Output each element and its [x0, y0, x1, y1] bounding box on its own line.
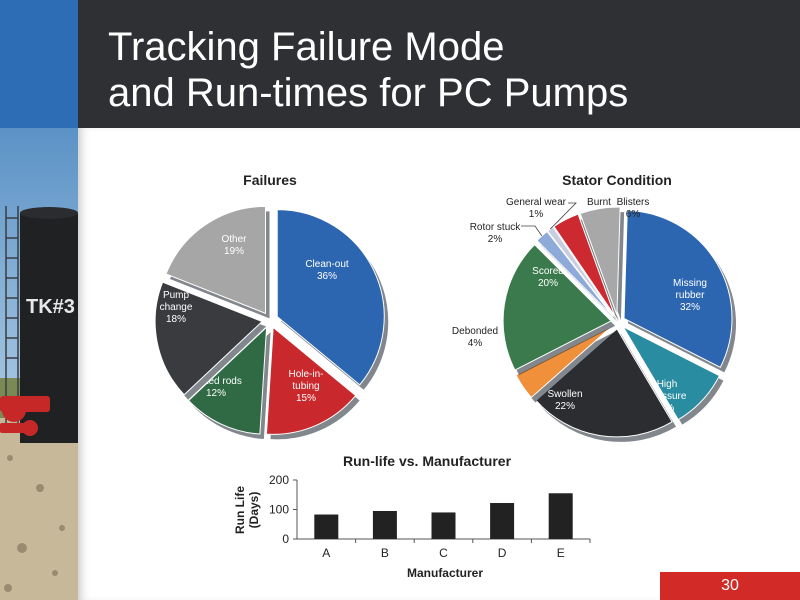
runlife-xtick-label: C	[439, 546, 448, 560]
stator-leader-general-wear	[549, 202, 577, 230]
stator-label-rotor-stuck: Rotor stuck 2%	[470, 222, 522, 245]
runlife-bar-d	[490, 503, 515, 539]
stator-wedge-missing-rubber	[623, 209, 733, 368]
failures-wedge-pump-change	[154, 281, 264, 396]
failures-wedge-hole-in-tubing	[265, 326, 357, 435]
runlife-xtick-label: D	[498, 546, 507, 560]
stator-slice-debonded	[515, 325, 617, 403]
runlife-bar-a	[314, 514, 339, 539]
stator-label-debonded: Debonded 4%	[452, 326, 498, 349]
runlife-ylabel-1: Run Life	[233, 486, 247, 534]
page-number: 30	[660, 572, 800, 600]
tank-label: TK#3	[26, 296, 75, 318]
runlife-bar-b	[372, 510, 397, 539]
slide-title: Tracking Failure Mode and Run-times for …	[108, 24, 628, 116]
stator-label-swollen: Swollen 22%	[547, 389, 582, 412]
oilfield-photo: TK#3	[0, 128, 78, 600]
runlife-xtick-label: A	[322, 546, 330, 560]
failures-label-hole-in-tubing: Hole-in-tubing 15%	[288, 369, 323, 404]
runlife-chart: Run-life vs. Manufacturer Manufacturer R…	[233, 453, 591, 580]
stator-label-general-wear: General wear 1%	[506, 197, 567, 220]
failures-wedge-clean-out	[276, 209, 385, 386]
failures-slice-pump-change	[154, 281, 267, 400]
stator-wedge-debonded	[515, 325, 613, 399]
runlife-xtick-label: B	[381, 546, 389, 560]
failures-label-parted-rods: Parted rods 12%	[190, 376, 242, 399]
stator-leader-rotor-stuck	[521, 225, 543, 237]
failures-slice-parted-rods	[187, 326, 271, 440]
stator-pie: Missing rubber 32% High pressure 9% Swollen 22%…	[452, 197, 737, 442]
failures-slice-hole-in-tubing	[265, 326, 360, 440]
header-accent-bar	[0, 0, 78, 128]
stator-slice-swollen	[535, 328, 677, 442]
runlife-bars: 0 100 200 A B C D E	[269, 473, 591, 560]
stator-slice-blisters	[579, 206, 625, 321]
runlife-xtick-label: E	[557, 546, 565, 560]
failures-label-other: Other 19%	[221, 234, 247, 257]
failures-slice-clean-out	[276, 209, 389, 390]
stator-chart: Stator Condition Missing rubber 32% High pre…	[452, 172, 737, 442]
failures-pie: Clean-out 36% Hole-in-tubing 15% Parted rods…	[154, 205, 389, 440]
stator-wedge-scored	[502, 243, 612, 371]
runlife-bar-e	[548, 493, 573, 539]
failures-wedge-other	[165, 205, 267, 315]
runlife-ytick-label: 200	[269, 473, 289, 487]
runlife-bar-c	[431, 512, 456, 539]
runlife-title: Run-life vs. Manufacturer	[343, 453, 512, 469]
failures-label-clean-out: Clean-out 36%	[305, 259, 349, 282]
runlife-ytick-label: 100	[269, 503, 289, 517]
runlife-ylabel-2: (Days)	[247, 492, 261, 529]
failures-title: Failures	[243, 172, 297, 188]
title-line-2: and Run-times for PC Pumps	[108, 71, 629, 115]
stator-label-blisters: Blisters 6%	[617, 197, 650, 220]
slide-header	[0, 0, 800, 128]
stator-slice-burnt	[553, 213, 619, 321]
failures-slice-other	[165, 205, 270, 319]
stator-wedge-high-pressure	[621, 325, 721, 421]
failures-label-pump-change: Pump change 18%	[160, 290, 193, 325]
stator-label-missing-rubber: Missing rubber 32%	[673, 278, 707, 313]
stator-wedge-swollen	[535, 328, 673, 438]
failures-chart: Failures Clean-out 36% Hole-in-tubing 15% Pa…	[154, 172, 389, 440]
stator-slice-scored	[502, 243, 616, 376]
stator-slice-missing-rubber	[623, 209, 737, 373]
stator-label-high-pressure: High pressure 9%	[648, 379, 687, 414]
stator-title: Stator Condition	[562, 172, 672, 188]
runlife-ytick-label: 0	[282, 532, 289, 546]
runlife-xlabel: Manufacturer	[407, 566, 483, 580]
stator-label-scored: Scored 20%	[532, 266, 564, 289]
stator-wedge-blisters	[579, 206, 621, 316]
stator-slice-high-pressure	[621, 325, 724, 425]
failures-wedge-parted-rods	[187, 326, 268, 435]
title-line-1: Tracking Failure Mode	[108, 25, 505, 69]
stator-wedge-burnt	[553, 213, 616, 317]
